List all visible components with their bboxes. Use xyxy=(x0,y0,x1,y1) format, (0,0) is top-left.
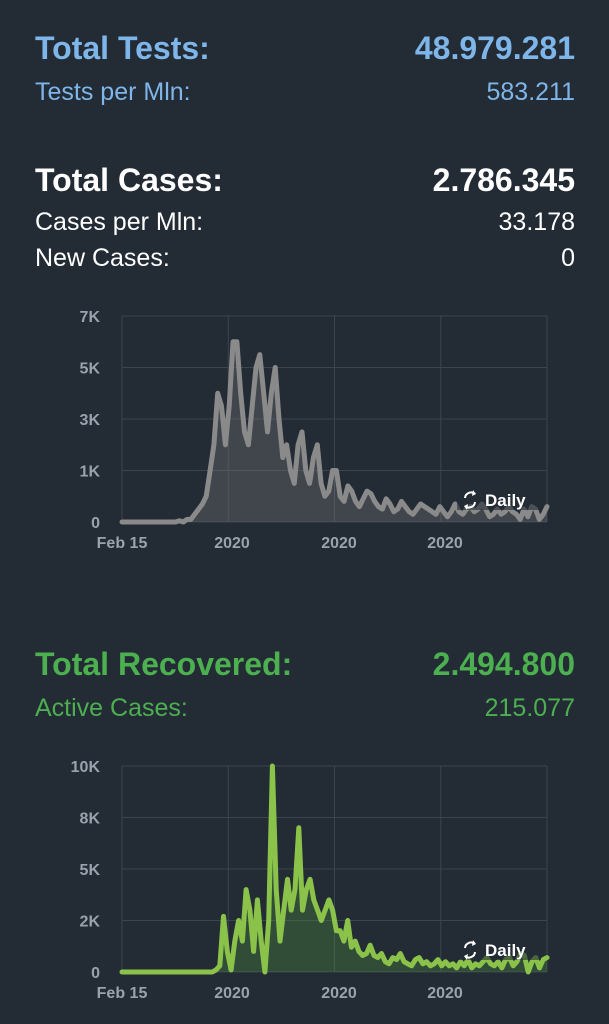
total-tests-label: Total Tests: xyxy=(35,30,210,66)
cases-chart-y-tick-label: 5K xyxy=(80,361,101,378)
recovered-chart-series-line xyxy=(119,763,550,975)
cases-chart-y-tick-label: 7K xyxy=(80,309,101,326)
recovered-chart-y-tick-label: 0 xyxy=(91,965,100,982)
total-tests-value: 48.979.281 xyxy=(414,30,575,66)
cases-chart-y-tick-label: 0 xyxy=(91,515,100,532)
new-cases-label: New Cases: xyxy=(35,244,170,272)
total-recovered-value: 2.494.800 xyxy=(432,646,575,682)
recovered-chart-x-tick-label: Feb 15 xyxy=(97,985,148,1002)
cases-per-mln-value: 33.178 xyxy=(498,208,575,236)
tests-per-mln-value: 583.211 xyxy=(486,78,575,106)
cases-chart-x-tick-label: 2020 xyxy=(321,535,357,552)
tests-per-mln-label: Tests per Mln: xyxy=(35,78,191,106)
recovered-chart-x-tick-label: 2020 xyxy=(214,985,250,1002)
active-cases-label: Active Cases: xyxy=(35,694,188,722)
total-cases-row: Total Cases: 2.786.345 xyxy=(35,162,575,199)
cases-chart-y-tick-label: 3K xyxy=(80,412,101,429)
new-cases-value: 0 xyxy=(561,244,575,272)
cases-chart-series-line xyxy=(119,339,550,525)
cases-chart-x-tick-label: Feb 15 xyxy=(97,535,148,552)
total-cases-value: 2.786.345 xyxy=(432,162,575,198)
recovered-chart-daily-toggle[interactable]: Daily xyxy=(457,936,541,960)
daily-cases-chart: 0 1K 3K 5K 7K Feb 15 2020 2020 2020 Daily xyxy=(80,309,550,552)
refresh-icon xyxy=(464,940,476,960)
cases-chart-area-fill xyxy=(122,341,547,522)
total-recovered-row: Total Recovered: 2.494.800 xyxy=(35,646,575,683)
recovered-chart-y-tick-label: 10K xyxy=(71,759,101,776)
recovered-chart-x-tick-label: 2020 xyxy=(427,985,463,1002)
active-cases-value: 215.077 xyxy=(484,694,575,722)
cases-per-mln-label: Cases per Mln: xyxy=(35,208,204,236)
active-cases-row: Active Cases: 215.077 xyxy=(35,694,575,723)
recovered-chart-x-tick-label: 2020 xyxy=(321,985,357,1002)
tests-per-mln-row: Tests per Mln: 583.211 xyxy=(35,78,575,107)
daily-recovered-chart: 0 2K 5K 8K 10K Feb 15 2020 2020 2020 Daily xyxy=(71,759,550,1002)
total-tests-row: Total Tests: 48.979.281 xyxy=(35,30,575,67)
cases-per-mln-row: Cases per Mln: 33.178 xyxy=(35,208,575,237)
refresh-icon xyxy=(464,490,476,510)
cases-chart-x-tick-label: 2020 xyxy=(427,535,463,552)
new-cases-row: New Cases: 0 xyxy=(35,244,575,273)
recovered-chart-y-tick-label: 8K xyxy=(80,811,101,828)
total-recovered-label: Total Recovered: xyxy=(35,646,293,682)
total-cases-label: Total Cases: xyxy=(35,162,223,198)
cases-chart-daily-toggle[interactable]: Daily xyxy=(457,486,541,510)
cases-chart-x-tick-label: 2020 xyxy=(214,535,250,552)
cases-chart-y-tick-label: 1K xyxy=(80,464,101,481)
recovered-chart-y-tick-label: 2K xyxy=(80,914,101,931)
recovered-chart-daily-label: Daily xyxy=(485,941,526,960)
cases-chart-daily-label: Daily xyxy=(485,491,526,510)
recovered-chart-y-tick-label: 5K xyxy=(80,862,101,879)
